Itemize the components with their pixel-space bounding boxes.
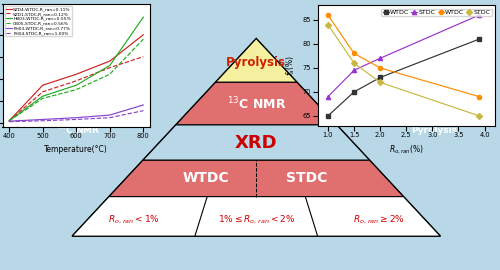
Text: $1\% \leq R_{o,\,ran} < 2\%$: $1\% \leq R_{o,\,ran} < 2\%$ bbox=[218, 213, 295, 226]
Text: $R_{o,\,ran} \geq 2\%$: $R_{o,\,ran} \geq 2\%$ bbox=[353, 213, 405, 226]
X-axis label: Temperature(°C): Temperature(°C) bbox=[44, 145, 108, 154]
Text: $^{13}$C NMR: $^{13}$C NMR bbox=[57, 124, 100, 136]
Legend: WTDC, STDC, WTDC, STDC: WTDC, STDC, WTDC, STDC bbox=[382, 9, 492, 16]
Y-axis label: $f_a$(%): $f_a$(%) bbox=[284, 55, 297, 76]
Text: Pyrolysis: Pyrolysis bbox=[226, 56, 286, 69]
Text: STDC: STDC bbox=[286, 171, 328, 185]
Polygon shape bbox=[216, 39, 297, 82]
Polygon shape bbox=[72, 39, 440, 236]
Polygon shape bbox=[143, 125, 370, 160]
Polygon shape bbox=[109, 160, 404, 197]
Text: $R_{o,\,ran} < 1\%$: $R_{o,\,ran} < 1\%$ bbox=[108, 213, 160, 226]
Text: $^{13}$C NMR: $^{13}$C NMR bbox=[226, 95, 286, 112]
Text: XRD: XRD bbox=[235, 134, 278, 151]
Legend: SZD4,WTDC,R_ran=0.11%, SZD1,STDC,R_ran=0.12%, HB03,WTDC,R_ran=0.55%, CB05,STDC,R: SZD4,WTDC,R_ran=0.11%, SZD1,STDC,R_ran=0… bbox=[4, 6, 72, 36]
Polygon shape bbox=[72, 197, 440, 236]
Text: WTDC: WTDC bbox=[182, 171, 229, 185]
X-axis label: $R_{o,ran}$(%): $R_{o,ran}$(%) bbox=[389, 143, 424, 156]
Polygon shape bbox=[176, 82, 336, 125]
Text: Pyrolysis: Pyrolysis bbox=[410, 126, 457, 135]
